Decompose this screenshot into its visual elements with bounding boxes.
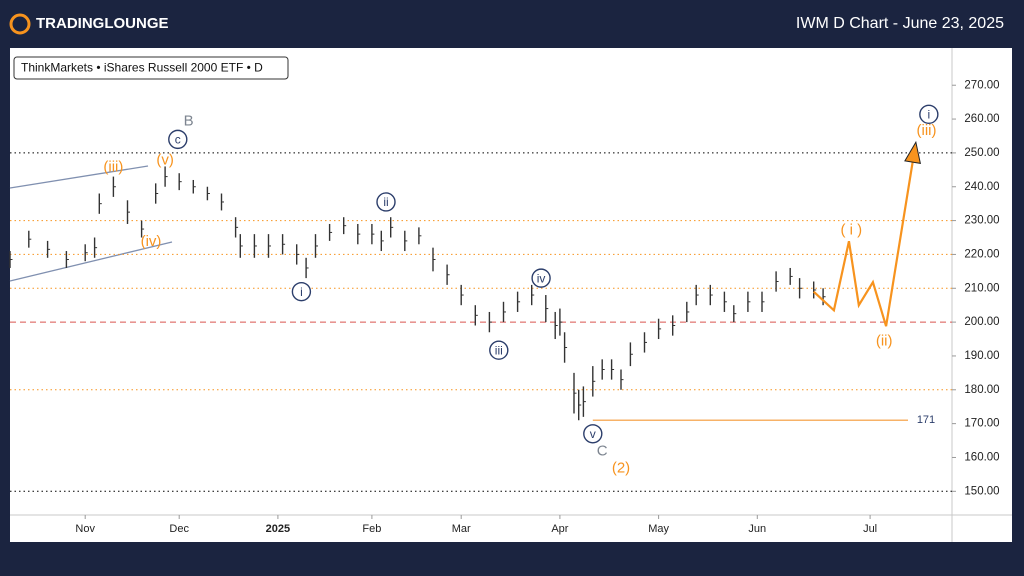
projection-arrow bbox=[904, 140, 921, 164]
y-tick-label: 270.00 bbox=[964, 79, 999, 91]
wave-label: v bbox=[590, 427, 596, 441]
x-tick-label: Jun bbox=[748, 523, 766, 535]
wave-circle bbox=[919, 104, 939, 125]
x-tick-label: Feb bbox=[362, 523, 381, 535]
wave-label: (ii) bbox=[876, 332, 893, 349]
y-tick-label: 170.00 bbox=[964, 418, 999, 430]
y-tick-label: 160.00 bbox=[964, 452, 999, 464]
wave-label: ii bbox=[383, 195, 388, 209]
wave-label: (iv) bbox=[141, 233, 162, 250]
header-title: IWM D Chart - June 23, 2025 bbox=[796, 15, 1004, 32]
y-tick-label: 210.00 bbox=[964, 282, 999, 294]
wave-label: i bbox=[300, 285, 303, 299]
y-tick-label: 240.00 bbox=[964, 181, 999, 193]
wave-label: B bbox=[184, 112, 194, 129]
channel-line bbox=[9, 241, 173, 282]
wave-label: i bbox=[928, 107, 931, 121]
wave-label: c bbox=[175, 133, 181, 147]
y-tick-label: 180.00 bbox=[964, 384, 999, 396]
y-tick-label: 150.00 bbox=[964, 485, 999, 497]
y-tick-label: 230.00 bbox=[964, 215, 999, 227]
wave-label: (2) bbox=[612, 460, 630, 477]
x-tick-label: Apr bbox=[551, 523, 568, 535]
y-tick-label: 250.00 bbox=[964, 147, 999, 159]
wave-label: (v) bbox=[156, 152, 174, 169]
legend-text: ThinkMarkets • iShares Russell 2000 ETF … bbox=[21, 61, 263, 75]
wave-circle bbox=[291, 281, 312, 302]
wave-circle bbox=[489, 340, 509, 360]
legend-box bbox=[13, 56, 289, 80]
x-tick-label: Mar bbox=[452, 523, 471, 535]
plot-area bbox=[10, 48, 1012, 542]
y-tick-label: 190.00 bbox=[964, 350, 999, 362]
y-tick-label: 220.00 bbox=[964, 248, 999, 260]
wave-circle bbox=[531, 268, 551, 288]
wave-circle bbox=[583, 424, 603, 444]
y-tick-label: 260.00 bbox=[964, 113, 999, 125]
logo: TRADINGLOUNGE bbox=[36, 15, 169, 32]
wave-label: (iii) bbox=[917, 122, 937, 139]
wave-label: C bbox=[597, 443, 608, 460]
y-tick-label: 200.00 bbox=[964, 316, 999, 328]
wave-circle bbox=[376, 192, 396, 212]
x-tick-label: May bbox=[648, 523, 669, 535]
wave-label: iv bbox=[537, 271, 546, 285]
logo-icon bbox=[9, 13, 31, 35]
wave-label: (iii) bbox=[103, 158, 123, 175]
wave-label: ( i ) bbox=[840, 221, 862, 238]
x-tick-label: 2025 bbox=[266, 523, 290, 535]
wave-circle bbox=[168, 129, 188, 150]
wave-label: iii bbox=[495, 343, 503, 357]
support-label: 171 bbox=[917, 414, 935, 426]
channel-line bbox=[9, 165, 149, 189]
x-tick-label: Nov bbox=[75, 523, 95, 535]
projection-line bbox=[812, 145, 917, 327]
x-tick-label: Dec bbox=[169, 523, 189, 535]
x-tick-label: Jul bbox=[863, 523, 877, 535]
